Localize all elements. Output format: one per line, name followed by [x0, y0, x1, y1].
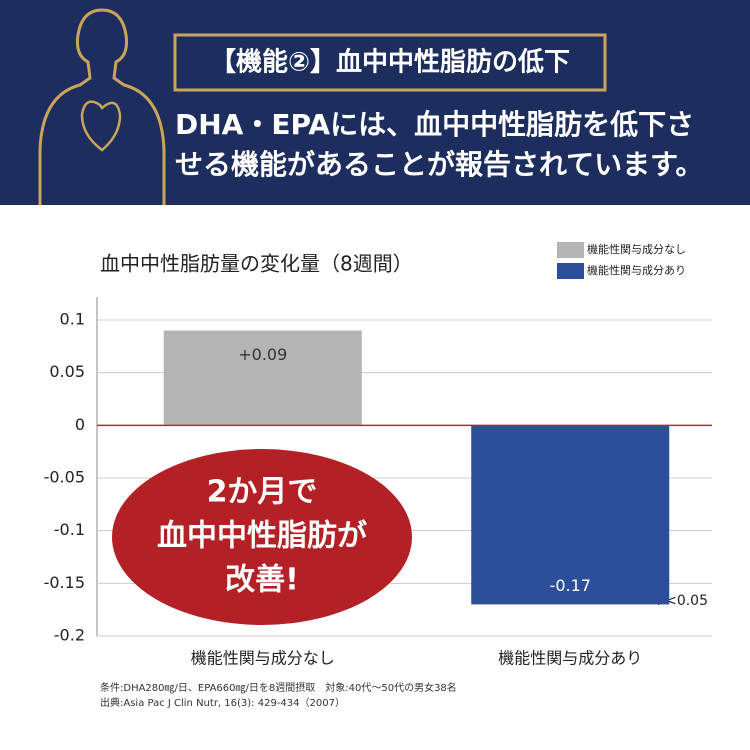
- bar: [163, 330, 362, 426]
- y-tick-label: -0.1: [54, 520, 85, 539]
- x-tick-label: 機能性関与成分あり: [498, 649, 642, 668]
- y-tick-label: -0.15: [44, 573, 85, 592]
- heart-icon: [80, 100, 122, 152]
- body-silhouette: [38, 8, 166, 205]
- y-tick-label: 0: [75, 415, 85, 434]
- y-tick-label: -0.05: [44, 468, 85, 487]
- footnote: 条件:DHA280㎎/日、EPA660㎎/日を8週間摂取 対象:40代～50代の…: [100, 681, 457, 694]
- y-tick-label: 0.05: [49, 362, 85, 381]
- legend-swatch: [557, 263, 584, 279]
- title-box: [173, 33, 607, 92]
- footnote: 出典:Asia Pac J Clin Nutr, 16(3): 429-434（…: [100, 696, 345, 709]
- y-tick-label: -0.2: [54, 626, 85, 645]
- annotation-text: 改善!: [225, 563, 299, 598]
- legend-label: 機能性関与成分あり: [587, 263, 686, 277]
- value-label: +0.09: [238, 345, 287, 364]
- legend-label: 機能性関与成分なし: [587, 242, 686, 256]
- annotation-bubble: [112, 449, 412, 625]
- header-title: 【機能②】血中中性脂肪の低下: [210, 47, 570, 78]
- chart-title: 血中中性脂肪量の変化量（8週間）: [100, 252, 413, 276]
- y-tick-label: 0.1: [60, 310, 85, 329]
- header-line: DHA・EPAには、血中中性脂肪を低下さ: [175, 108, 694, 141]
- x-tick-label: 機能性関与成分なし: [191, 649, 335, 668]
- header-line: せる機能があることが報告されています。: [175, 148, 703, 181]
- legend-swatch: [557, 242, 584, 258]
- p-value: P<0.05: [657, 593, 708, 609]
- annotation-text: 2か月で: [207, 475, 318, 510]
- value-label: -0.17: [550, 576, 591, 595]
- annotation-text: 血中中性脂肪が: [157, 519, 367, 554]
- bar: [471, 425, 670, 605]
